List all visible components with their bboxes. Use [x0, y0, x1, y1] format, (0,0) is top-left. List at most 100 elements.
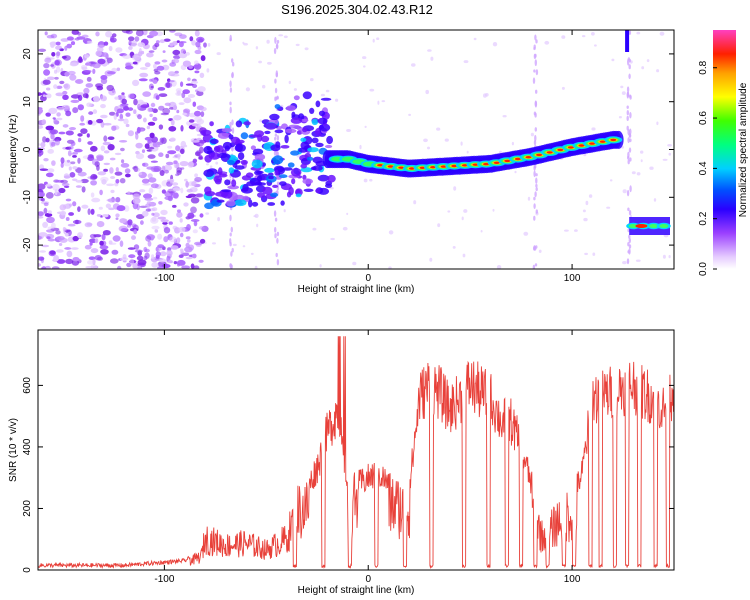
noise-blob	[122, 254, 127, 260]
noise-blob	[54, 59, 62, 66]
noise-blob	[41, 266, 47, 269]
noise-blob	[55, 45, 63, 50]
noise-blob	[173, 261, 178, 265]
spectrogram-xtick-label: 0	[365, 273, 371, 284]
streak-blob	[534, 34, 537, 41]
turbulence-blob	[234, 199, 247, 207]
noise-blob	[170, 119, 175, 126]
streak-blob	[276, 135, 280, 141]
noise-blob	[109, 157, 116, 161]
turbulence-blob	[264, 130, 271, 135]
noise-blob	[150, 160, 158, 163]
turbulence-blob	[216, 199, 225, 203]
ridge-peak	[408, 167, 415, 170]
noise-blob	[199, 238, 206, 244]
noise-blob	[111, 125, 117, 131]
noise-blob	[67, 223, 76, 227]
noise-blob	[527, 196, 531, 201]
noise-blob	[185, 256, 193, 260]
noise-blob	[60, 157, 65, 164]
noise-blob	[115, 179, 120, 184]
colorbar-gradient	[713, 30, 736, 269]
streak-blob	[276, 186, 280, 191]
streak-blob	[535, 89, 538, 94]
noise-blob	[81, 204, 89, 209]
snr-panel: -100 0 100 0 200 400 600 Height of straight li…	[8, 329, 675, 596]
noise-blob	[172, 204, 177, 208]
noise-blob	[90, 208, 95, 215]
noise-blob	[631, 171, 636, 175]
noise-blob	[635, 259, 641, 262]
noise-blob	[75, 79, 84, 84]
noise-blob	[72, 166, 78, 170]
noise-blob	[58, 131, 66, 135]
noise-blob	[187, 212, 195, 219]
noise-blob	[136, 255, 144, 261]
noise-blob	[198, 156, 204, 160]
spectrogram-ytick-label: -20	[22, 237, 33, 252]
noise-blob	[103, 122, 112, 126]
noise-blob	[83, 87, 90, 94]
noise-blob	[70, 94, 80, 99]
noise-blob	[94, 238, 99, 244]
noise-blob	[43, 69, 51, 76]
noise-blob	[109, 111, 116, 116]
noise-blob	[160, 209, 168, 216]
noise-blob	[152, 142, 158, 147]
noise-blob	[43, 207, 48, 214]
noise-blob	[193, 220, 198, 227]
noise-blob	[38, 107, 43, 114]
noise-blob	[283, 35, 288, 39]
noise-blob	[304, 47, 309, 51]
noise-blob	[80, 128, 88, 135]
streak-blob	[275, 70, 278, 77]
noise-blob	[40, 141, 46, 148]
noise-blob	[91, 197, 101, 203]
noise-blob	[72, 151, 78, 155]
noise-blob	[87, 155, 95, 161]
ridge-peak	[589, 142, 596, 145]
noise-blob	[187, 77, 191, 82]
streak-blob	[626, 86, 630, 93]
noise-blob	[127, 219, 133, 226]
noise-blob	[72, 155, 77, 158]
turbulence-blob	[300, 163, 308, 169]
noise-blob	[452, 246, 456, 249]
streak-blob	[274, 136, 277, 141]
noise-blob	[250, 252, 254, 255]
noise-blob	[64, 233, 69, 237]
noise-blob	[120, 147, 125, 152]
noise-blob	[146, 201, 152, 205]
noise-blob	[68, 212, 74, 216]
noise-blob	[106, 57, 113, 64]
noise-blob	[54, 188, 58, 196]
streak-blob	[274, 233, 277, 239]
noise-blob	[51, 266, 60, 269]
noise-blob	[388, 230, 394, 235]
noise-blob	[183, 97, 192, 104]
turbulence-blob	[240, 159, 248, 165]
noise-blob	[514, 170, 517, 174]
streak-blob	[628, 237, 631, 244]
noise-blob	[119, 240, 124, 247]
noise-blob	[662, 254, 666, 259]
streak-blob	[231, 58, 234, 63]
noise-blob	[116, 205, 126, 212]
noise-blob	[585, 200, 589, 206]
noise-blob	[102, 214, 109, 218]
streak-blob	[533, 46, 536, 51]
colorbar-tick-label: 0.2	[698, 211, 709, 225]
noise-blob	[212, 242, 216, 245]
noise-blob	[163, 227, 171, 234]
noise-blob	[38, 232, 48, 237]
snr-ytick-label: 400	[22, 438, 33, 455]
noise-blob	[100, 75, 108, 80]
turbulence-blob	[204, 202, 214, 210]
turbulence-blob	[326, 135, 333, 145]
noise-blob	[258, 60, 262, 64]
noise-blob	[152, 79, 158, 84]
streak-blob	[231, 247, 234, 253]
ridge-peak	[493, 161, 500, 164]
noise-blob	[110, 176, 116, 179]
turbulence-blob	[272, 155, 284, 165]
